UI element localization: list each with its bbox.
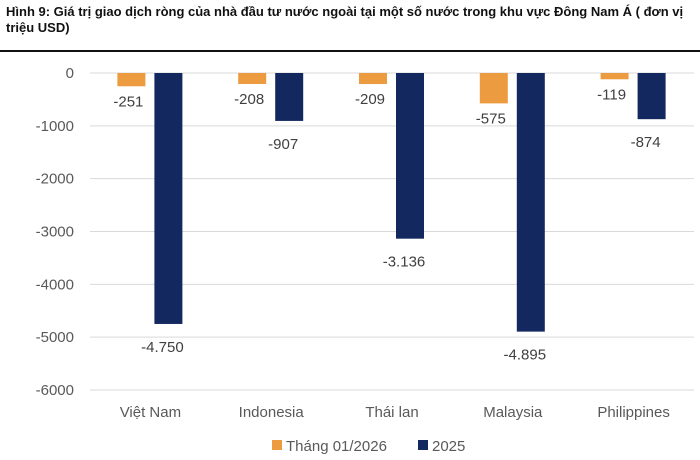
data-label: -208 bbox=[234, 91, 264, 108]
bar-thang-01-2026 bbox=[238, 73, 267, 84]
category-label: Indonesia bbox=[239, 404, 305, 421]
data-label: -209 bbox=[355, 91, 385, 108]
y-tick-label: -3000 bbox=[36, 224, 74, 241]
y-tick-label: -5000 bbox=[36, 329, 74, 346]
title-rule bbox=[0, 50, 700, 52]
legend-label: 2025 bbox=[432, 438, 465, 455]
data-label: -4.895 bbox=[504, 347, 547, 364]
data-label: -874 bbox=[631, 134, 661, 151]
bar-thang-01-2026 bbox=[479, 73, 508, 104]
y-tick-label: -1000 bbox=[36, 118, 74, 135]
data-label: -4.750 bbox=[141, 339, 184, 356]
bar-2025 bbox=[275, 73, 304, 121]
y-tick-label: -2000 bbox=[36, 171, 74, 188]
legend-swatch bbox=[272, 440, 282, 450]
y-tick-label: -4000 bbox=[36, 276, 74, 293]
bar-thang-01-2026 bbox=[359, 73, 387, 85]
bar-2025 bbox=[637, 73, 666, 120]
chart-title: Hình 9: Giá trị giao dịch ròng của nhà đ… bbox=[6, 4, 684, 35]
bar-2025 bbox=[516, 73, 545, 332]
data-label: -251 bbox=[113, 93, 143, 110]
bar-2025 bbox=[396, 73, 424, 239]
bar-thang-01-2026 bbox=[117, 73, 146, 87]
data-label: -119 bbox=[597, 86, 626, 103]
y-tick-label: -6000 bbox=[36, 382, 74, 399]
legend-swatch bbox=[418, 440, 428, 450]
legend-label: Tháng 01/2026 bbox=[286, 438, 387, 455]
category-label: Philippines bbox=[597, 404, 670, 421]
bar-thang-01-2026 bbox=[600, 73, 629, 80]
data-label: -907 bbox=[268, 136, 298, 153]
y-tick-label: 0 bbox=[66, 65, 74, 82]
bar-2025 bbox=[154, 73, 183, 324]
category-label: Thái lan bbox=[365, 404, 418, 421]
category-label: Việt Nam bbox=[120, 404, 181, 421]
data-label: -575 bbox=[476, 110, 506, 127]
data-label: -3.136 bbox=[383, 254, 426, 271]
category-label: Malaysia bbox=[483, 404, 543, 421]
